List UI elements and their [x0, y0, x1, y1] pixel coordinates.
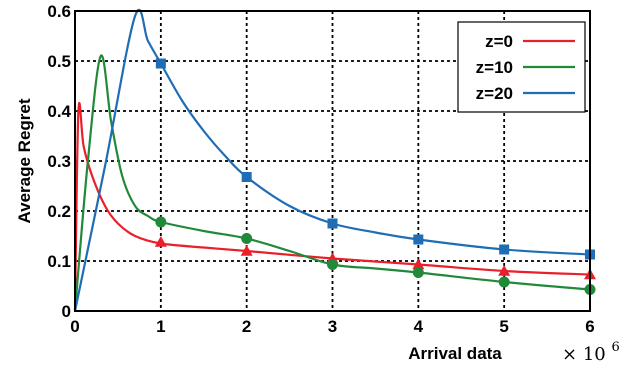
- data-point-circle: [412, 267, 424, 278]
- data-point-square: [413, 234, 424, 245]
- data-point-circle: [241, 233, 253, 244]
- data-point-circle: [155, 216, 167, 228]
- legend-label: z=10: [476, 58, 513, 77]
- x-axis-multiplier: × 10 6: [562, 340, 620, 365]
- y-tick-label: 0.3: [47, 152, 71, 171]
- y-tick-label: 0.1: [47, 252, 71, 271]
- x-tick-label: 6: [585, 317, 594, 336]
- x-tick-label: 5: [499, 317, 508, 336]
- data-point-triangle: [412, 258, 425, 270]
- data-point-triangle: [498, 265, 511, 276]
- x-tick-label: 4: [414, 317, 424, 336]
- x-axis-label: Arrival data: [408, 344, 502, 363]
- plot-frame: [74, 10, 591, 312]
- multiplier-base: 10: [583, 344, 606, 365]
- data-point-square: [499, 244, 510, 255]
- series-z-10: [73, 54, 596, 312]
- x-tick-label: 0: [70, 317, 79, 336]
- y-tick-label: 0: [62, 302, 71, 321]
- series-z-0: [73, 101, 596, 312]
- x-tick-label: 2: [242, 317, 251, 336]
- y-axis-label: Average Regret: [15, 98, 34, 223]
- data-point-square: [241, 172, 252, 182]
- y-tick-label: 0.4: [47, 102, 71, 121]
- legend: z=0 z=10 z=20: [457, 21, 586, 113]
- multiplier-exponent: 6: [611, 340, 619, 355]
- y-tick-label: 0.5: [47, 52, 71, 71]
- multiplier-times: ×: [562, 344, 577, 365]
- x-tick-label: 1: [156, 317, 165, 336]
- data-point-circle: [327, 259, 338, 270]
- data-point-circle: [498, 276, 510, 288]
- data-point-square: [155, 58, 166, 69]
- x-tick-label: 3: [328, 317, 337, 336]
- series-line: [73, 101, 591, 312]
- series-line: [73, 54, 591, 312]
- y-tick-label: 0.2: [47, 202, 71, 221]
- data-point-triangle: [240, 245, 253, 256]
- data-point-square: [327, 218, 338, 229]
- series-line: [73, 8, 591, 312]
- legend-label: z=0: [485, 32, 513, 51]
- tick-labels: 0 1 2 3 4 5 6 0 0.1 0.2 0.3 0.4 0.5 0.6: [47, 2, 594, 336]
- legend-label: z=20: [476, 84, 513, 103]
- y-tick-label: 0.6: [47, 2, 71, 21]
- data-point-triangle: [154, 236, 167, 247]
